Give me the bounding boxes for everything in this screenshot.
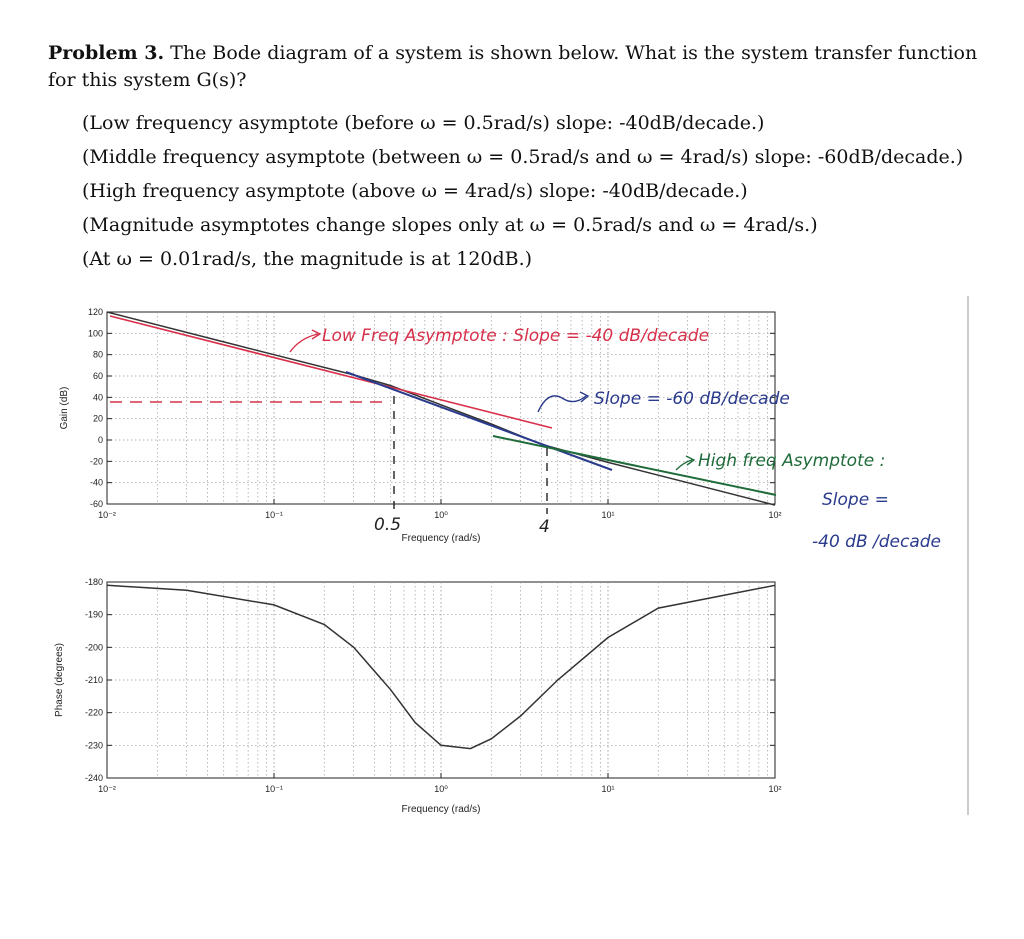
mid-slope-annotation: Slope = -60 dB/decade: [594, 389, 790, 409]
x-tick-label: 10²: [768, 784, 781, 794]
y-tick-label: 80: [93, 350, 103, 360]
x-tick-label: 10¹: [601, 784, 614, 794]
high-freq-annotation-line2: Slope =: [822, 490, 889, 510]
y-tick-label: -220: [85, 708, 103, 718]
mid-freq-asymptote-line: [345, 371, 613, 471]
phase-y-label: Phase (degrees): [54, 643, 65, 717]
hand-annotations: Low Freq Asymptote : Slope = -40 dB/deca…: [109, 315, 941, 552]
y-tick-label: -240: [85, 773, 103, 783]
problem-heading: Problem 3.: [48, 42, 165, 64]
y-tick-label: 100: [88, 328, 103, 338]
note-middle-frequency: (Middle frequency asymptote (between ω =…: [82, 146, 964, 168]
low-freq-annotation: Low Freq Asymptote : Slope = -40 dB/deca…: [322, 326, 709, 346]
magnitude-curve: [106, 311, 776, 506]
x-tick-label: 10⁻²: [98, 784, 116, 794]
high-freq-annotation-line3: -40 dB /decade: [812, 532, 941, 552]
phase-plot: -180 -190 -200 -210 -220 -230 -240 10⁻² 10⁻¹ 10⁰…: [54, 577, 782, 815]
magnitude-x-ticks: 10⁻² 10⁻¹ 10⁰ 10¹ 10²: [98, 499, 782, 520]
problem-notes: (Low frequency asymptote (before ω = 0.5…: [82, 106, 1012, 276]
x-tick-label: 10⁻¹: [265, 784, 283, 794]
low-freq-arrow-head: [311, 329, 322, 340]
high-freq-arrow-head: [685, 455, 696, 466]
high-freq-asymptote-line: [492, 435, 777, 496]
y-tick-label: 40: [93, 392, 103, 402]
phase-curve: [106, 584, 776, 750]
corner-4-label: 4: [539, 517, 550, 537]
y-tick-label: 20: [93, 414, 103, 424]
mid-slope-arrow: [537, 395, 587, 413]
y-tick-label: -40: [90, 478, 103, 488]
x-tick-label: 10⁰: [434, 510, 448, 520]
mid-slope-arrow-head: [579, 391, 590, 403]
x-tick-label: 10⁻¹: [265, 510, 283, 520]
y-tick-label: -60: [90, 499, 103, 509]
phase-grid: [107, 582, 775, 778]
y-tick-label: -20: [90, 456, 103, 466]
high-freq-annotation-line1: High freq Asymptote :: [698, 451, 885, 471]
y-tick-label: -210: [85, 675, 103, 685]
low-freq-arrow: [289, 333, 319, 353]
y-tick-label: 120: [88, 307, 103, 317]
y-tick-label: -230: [85, 740, 103, 750]
problem-text: The Bode diagram of a system is shown be…: [48, 42, 978, 91]
magnitude-y-ticks: 120 100 80 60 40 20 0 -20 -40 -60: [88, 307, 775, 509]
y-tick-label: -200: [85, 642, 103, 652]
phase-y-ticks: -180 -190 -200 -210 -220 -230 -240: [85, 577, 775, 783]
x-tick-label: 10⁻²: [98, 510, 116, 520]
phase-x-label: Frequency (rad/s): [402, 804, 481, 815]
corner-0.5-label: 0.5: [374, 515, 401, 535]
y-tick-label: 0: [98, 435, 103, 445]
y-tick-label: -190: [85, 610, 103, 620]
magnitude-grid: [107, 312, 775, 504]
x-tick-label: 10²: [768, 510, 781, 520]
note-high-frequency: (High frequency asymptote (above ω = 4ra…: [82, 180, 748, 202]
y-tick-label: -180: [85, 577, 103, 587]
problem-statement: Problem 3. The Bode diagram of a system …: [48, 40, 1008, 94]
note-corner-frequencies: (Magnitude asymptotes change slopes only…: [82, 214, 818, 236]
phase-x-ticks: 10⁻² 10⁻¹ 10⁰ 10¹ 10²: [98, 773, 782, 794]
magnitude-x-label: Frequency (rad/s): [402, 533, 481, 544]
note-low-frequency: (Low frequency asymptote (before ω = 0.5…: [82, 112, 765, 134]
high-freq-arrow: [675, 459, 693, 471]
x-tick-label: 10⁰: [434, 784, 448, 794]
x-tick-label: 10¹: [601, 510, 614, 520]
magnitude-y-label: Gain (dB): [59, 387, 70, 430]
low-freq-asymptote-line: [109, 315, 553, 429]
y-tick-label: 60: [93, 371, 103, 381]
note-initial-magnitude: (At ω = 0.01rad/s, the magnitude is at 1…: [82, 248, 533, 270]
